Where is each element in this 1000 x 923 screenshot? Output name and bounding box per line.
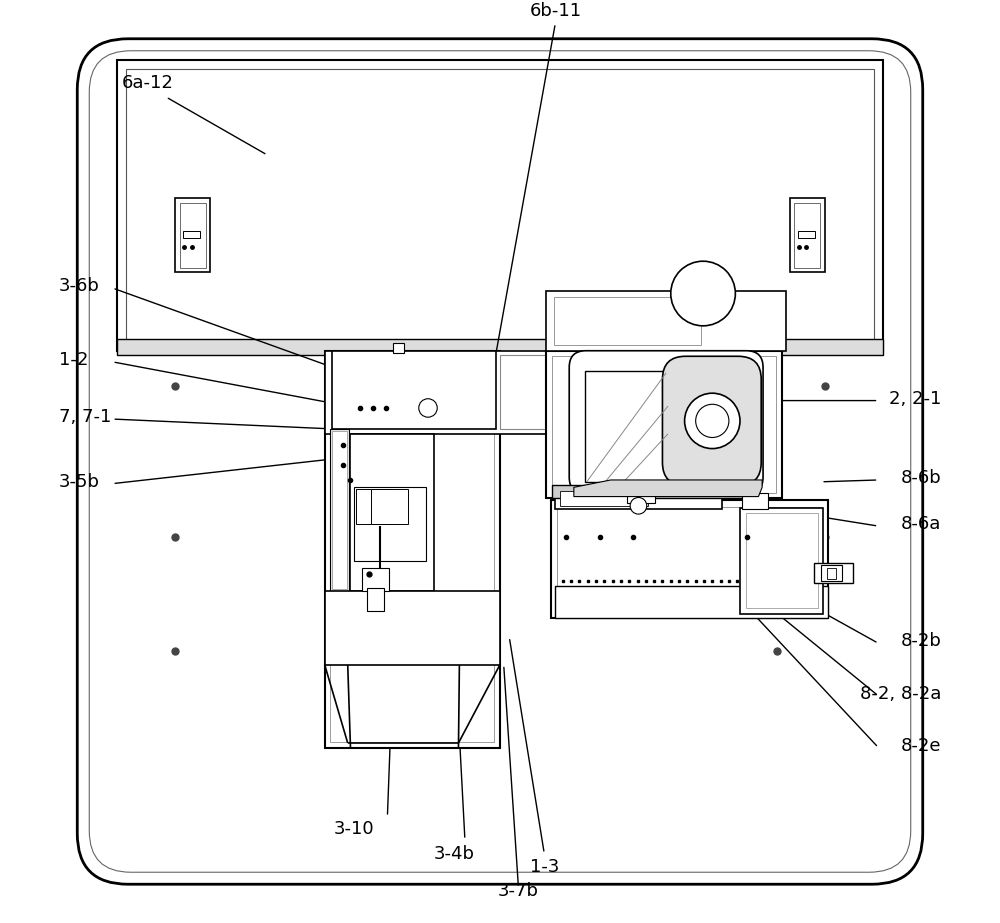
Circle shape bbox=[630, 497, 647, 514]
Bar bbox=[552, 485, 759, 498]
Bar bbox=[367, 588, 384, 611]
Bar bbox=[560, 491, 648, 506]
Bar bbox=[500, 355, 662, 429]
Bar bbox=[552, 356, 776, 493]
Bar bbox=[794, 203, 820, 268]
Polygon shape bbox=[574, 480, 762, 497]
Bar bbox=[627, 485, 655, 503]
Text: 1-3: 1-3 bbox=[530, 858, 559, 877]
Bar bbox=[551, 500, 828, 618]
Bar bbox=[362, 568, 389, 591]
Bar bbox=[350, 434, 434, 591]
Text: 8-6b: 8-6b bbox=[900, 469, 941, 487]
Bar bbox=[546, 351, 782, 498]
Bar bbox=[325, 351, 500, 748]
Bar bbox=[393, 343, 404, 353]
Bar bbox=[740, 508, 823, 614]
Bar bbox=[325, 591, 500, 665]
Bar bbox=[183, 231, 200, 238]
Bar bbox=[798, 231, 815, 238]
Bar bbox=[356, 489, 393, 524]
Bar bbox=[814, 563, 853, 583]
Bar bbox=[555, 586, 828, 618]
Text: 6b-11: 6b-11 bbox=[529, 2, 581, 20]
Bar bbox=[546, 291, 786, 351]
Text: 8-2b: 8-2b bbox=[900, 632, 941, 651]
Bar bbox=[117, 60, 883, 351]
Bar bbox=[585, 371, 668, 482]
Text: 8-6a: 8-6a bbox=[901, 515, 941, 533]
Bar bbox=[557, 507, 821, 612]
Bar bbox=[180, 203, 206, 268]
Text: 7, 7-1: 7, 7-1 bbox=[59, 408, 111, 426]
FancyBboxPatch shape bbox=[77, 39, 923, 884]
Text: 3-10: 3-10 bbox=[334, 820, 374, 838]
Text: 3-4b: 3-4b bbox=[433, 845, 474, 863]
Text: 8-2e: 8-2e bbox=[901, 737, 941, 755]
Bar bbox=[175, 198, 210, 272]
Bar bbox=[117, 339, 883, 355]
Bar bbox=[332, 351, 496, 429]
Text: 2, 2-1: 2, 2-1 bbox=[889, 390, 941, 408]
Text: 3-6b: 3-6b bbox=[59, 277, 100, 295]
Circle shape bbox=[671, 261, 735, 326]
FancyBboxPatch shape bbox=[569, 351, 763, 494]
Bar bbox=[332, 431, 347, 589]
Bar bbox=[325, 351, 675, 434]
Bar bbox=[790, 198, 825, 272]
Text: 6a-12: 6a-12 bbox=[122, 74, 173, 92]
Circle shape bbox=[685, 393, 740, 449]
Bar bbox=[746, 513, 818, 608]
Bar bbox=[126, 69, 874, 342]
Text: 3-5b: 3-5b bbox=[59, 473, 100, 491]
Bar bbox=[742, 493, 768, 509]
FancyBboxPatch shape bbox=[662, 356, 761, 485]
Bar bbox=[827, 568, 836, 579]
Bar bbox=[330, 356, 494, 742]
Bar bbox=[330, 429, 349, 591]
Circle shape bbox=[419, 399, 437, 417]
Text: 3-7b: 3-7b bbox=[498, 881, 539, 900]
Bar bbox=[371, 489, 408, 524]
Bar bbox=[354, 487, 426, 561]
Bar bbox=[554, 297, 701, 345]
Text: 8-2, 8-2a: 8-2, 8-2a bbox=[860, 685, 941, 703]
Text: 1-2: 1-2 bbox=[59, 351, 88, 369]
Bar bbox=[821, 565, 842, 581]
Bar bbox=[555, 486, 722, 509]
